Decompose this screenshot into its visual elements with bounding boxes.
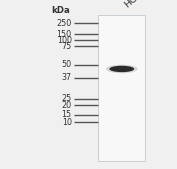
Text: 50: 50 [62,60,72,69]
Text: 37: 37 [62,73,72,82]
Text: HCT116: HCT116 [122,0,156,9]
Text: 150: 150 [57,30,72,39]
Ellipse shape [109,66,134,72]
Text: 20: 20 [62,101,72,110]
Text: 15: 15 [62,110,72,119]
Text: 100: 100 [57,36,72,45]
Text: kDa: kDa [51,6,70,16]
Ellipse shape [106,65,138,73]
Text: 75: 75 [61,42,72,51]
FancyBboxPatch shape [98,15,145,161]
Text: 250: 250 [56,19,72,28]
Text: 10: 10 [62,117,72,127]
Text: 25: 25 [61,94,72,103]
